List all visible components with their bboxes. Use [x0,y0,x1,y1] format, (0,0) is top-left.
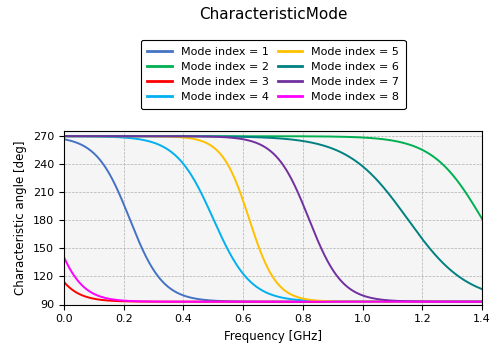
X-axis label: Frequency [GHz]: Frequency [GHz] [224,330,322,343]
Legend: Mode index = 1, Mode index = 2, Mode index = 3, Mode index = 4, Mode index = 5, : Mode index = 1, Mode index = 2, Mode ind… [141,40,405,109]
Title: CharacteristicMode: CharacteristicMode [199,7,347,22]
Y-axis label: Characteristic angle [deg]: Characteristic angle [deg] [14,141,28,295]
